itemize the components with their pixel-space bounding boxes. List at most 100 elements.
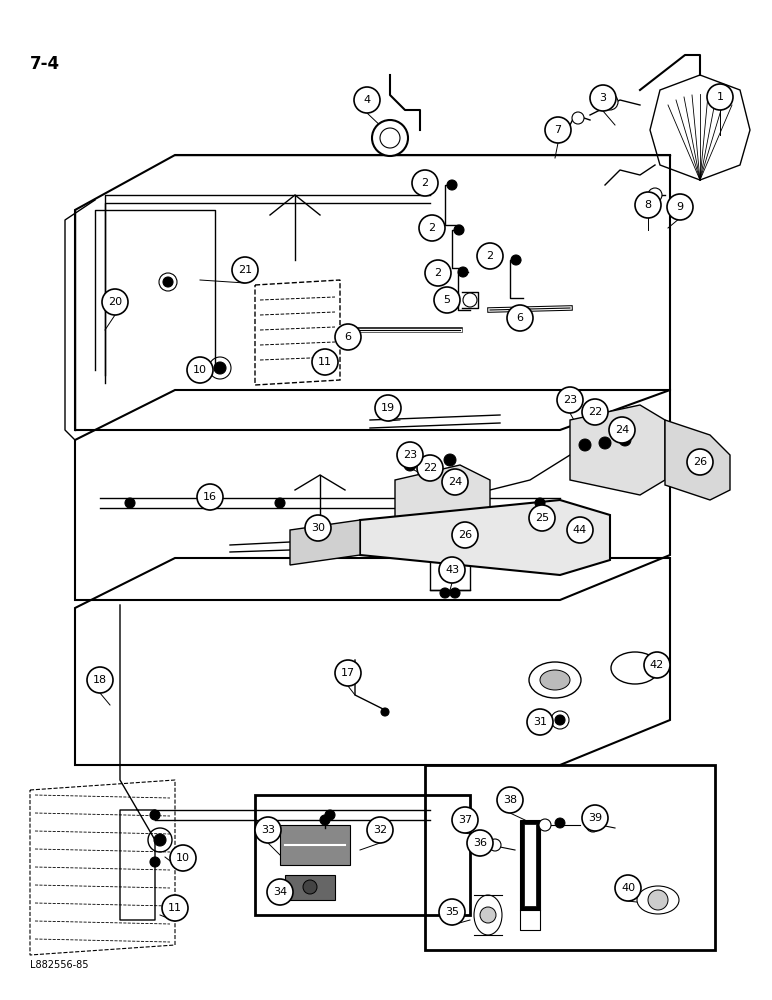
- Text: 26: 26: [458, 530, 472, 540]
- Text: 2: 2: [486, 251, 493, 261]
- Ellipse shape: [529, 662, 581, 698]
- Text: 22: 22: [423, 463, 437, 473]
- Circle shape: [497, 787, 523, 813]
- Text: 20: 20: [108, 297, 122, 307]
- Circle shape: [511, 255, 521, 265]
- Text: 17: 17: [341, 668, 355, 678]
- Circle shape: [412, 170, 438, 196]
- Circle shape: [452, 807, 478, 833]
- Circle shape: [557, 387, 583, 413]
- Text: 22: 22: [587, 407, 602, 417]
- Circle shape: [687, 449, 713, 475]
- Circle shape: [582, 805, 608, 831]
- Text: 23: 23: [563, 395, 577, 405]
- Circle shape: [707, 84, 733, 110]
- Text: 24: 24: [615, 425, 629, 435]
- Text: 2: 2: [428, 223, 435, 233]
- Circle shape: [463, 293, 477, 307]
- Circle shape: [452, 522, 478, 548]
- Circle shape: [419, 215, 445, 241]
- Polygon shape: [665, 420, 730, 500]
- Circle shape: [375, 395, 401, 421]
- Circle shape: [335, 660, 361, 686]
- Circle shape: [320, 815, 330, 825]
- Circle shape: [467, 830, 493, 856]
- Circle shape: [434, 287, 460, 313]
- Circle shape: [425, 260, 451, 286]
- Circle shape: [539, 819, 551, 831]
- Circle shape: [214, 362, 226, 374]
- Ellipse shape: [611, 652, 659, 684]
- Circle shape: [232, 257, 258, 283]
- Circle shape: [162, 895, 188, 921]
- Circle shape: [555, 715, 565, 725]
- Text: 32: 32: [373, 825, 387, 835]
- Circle shape: [567, 517, 593, 543]
- Circle shape: [602, 94, 618, 110]
- Circle shape: [381, 708, 389, 716]
- Circle shape: [545, 117, 571, 143]
- Text: 23: 23: [403, 450, 417, 460]
- Circle shape: [354, 87, 380, 113]
- Circle shape: [255, 817, 281, 843]
- Text: 39: 39: [588, 813, 602, 823]
- Circle shape: [150, 810, 160, 820]
- Text: 10: 10: [176, 853, 190, 863]
- Ellipse shape: [540, 670, 570, 690]
- Text: 4: 4: [364, 95, 371, 105]
- Text: 1: 1: [716, 92, 723, 102]
- Text: 8: 8: [645, 200, 652, 210]
- Circle shape: [417, 455, 443, 481]
- Polygon shape: [360, 500, 610, 575]
- Circle shape: [325, 810, 335, 820]
- Circle shape: [590, 85, 616, 111]
- Text: 2: 2: [422, 178, 428, 188]
- Bar: [524, 824, 536, 906]
- Text: L882556-85: L882556-85: [30, 960, 89, 970]
- Text: 3: 3: [600, 93, 607, 103]
- Text: 11: 11: [318, 357, 332, 367]
- Bar: [520, 820, 540, 910]
- Circle shape: [367, 817, 393, 843]
- Circle shape: [529, 505, 555, 531]
- Circle shape: [609, 417, 635, 443]
- Text: 2: 2: [435, 268, 442, 278]
- Bar: [280, 825, 350, 865]
- Text: 9: 9: [676, 202, 683, 212]
- Circle shape: [450, 588, 460, 598]
- Text: 31: 31: [533, 717, 547, 727]
- Circle shape: [599, 437, 611, 449]
- Circle shape: [267, 879, 293, 905]
- Circle shape: [87, 667, 113, 693]
- Text: 16: 16: [203, 492, 217, 502]
- Circle shape: [335, 324, 361, 350]
- Circle shape: [439, 899, 465, 925]
- Text: 26: 26: [693, 457, 707, 467]
- Circle shape: [667, 194, 693, 220]
- Text: 34: 34: [273, 887, 287, 897]
- Circle shape: [312, 349, 338, 375]
- Text: 42: 42: [650, 660, 664, 670]
- Polygon shape: [395, 465, 490, 550]
- Circle shape: [535, 498, 545, 508]
- Circle shape: [586, 818, 600, 832]
- Text: 37: 37: [458, 815, 472, 825]
- Text: 7: 7: [554, 125, 561, 135]
- Text: 6: 6: [344, 332, 351, 342]
- Circle shape: [150, 857, 160, 867]
- Circle shape: [439, 557, 465, 583]
- Circle shape: [372, 120, 408, 156]
- Text: 33: 33: [261, 825, 275, 835]
- Circle shape: [635, 192, 661, 218]
- Circle shape: [154, 834, 166, 846]
- Circle shape: [197, 484, 223, 510]
- Circle shape: [480, 907, 496, 923]
- Text: 21: 21: [238, 265, 252, 275]
- Text: 6: 6: [516, 313, 523, 323]
- Circle shape: [454, 225, 464, 235]
- Polygon shape: [570, 405, 665, 495]
- Circle shape: [404, 459, 416, 471]
- Ellipse shape: [474, 895, 502, 935]
- Text: 35: 35: [445, 907, 459, 917]
- Text: 5: 5: [443, 295, 451, 305]
